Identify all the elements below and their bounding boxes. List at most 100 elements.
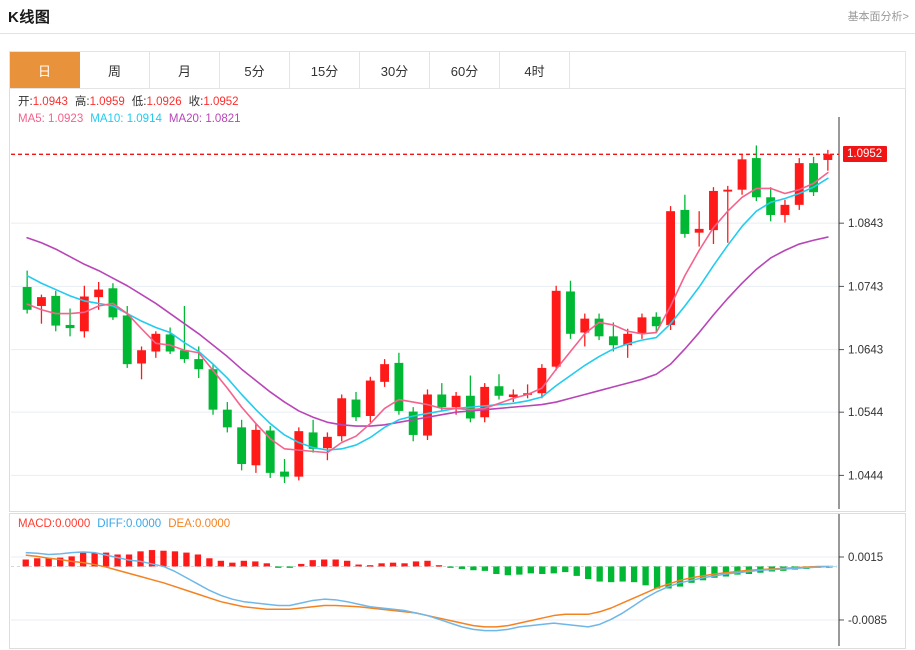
macd-histogram-bar [734, 566, 741, 575]
candlestick [380, 359, 390, 387]
macd-histogram-bar [206, 558, 213, 567]
open-label: 开: [18, 96, 33, 108]
macd-histogram-bar [493, 566, 500, 574]
macd-histogram-bar [355, 564, 362, 567]
diff-value: 0.0000 [126, 518, 162, 530]
period-tab-bar: 日 周 月 5分 15分 30分 60分 4时 [9, 51, 906, 89]
ma20-value: 1.0821 [205, 113, 241, 125]
price-axis-tick: 1.0843 [848, 218, 883, 230]
period-tab-6[interactable]: 60分 [430, 52, 500, 88]
macd-chart-panel: MACD:0.0000 DIFF:0.0000 DEA:0.0000 0.0015-… [9, 513, 906, 649]
macd-histogram-bar [217, 560, 225, 567]
macd-histogram-bar [332, 559, 339, 567]
candlestick [580, 313, 590, 347]
fundamental-analysis-link[interactable]: 基本面分析> [847, 11, 909, 23]
macd-plot-svg[interactable]: 0.0015 -0.0085 [10, 514, 905, 648]
macd-histogram-bar [722, 566, 730, 577]
period-tab-4[interactable]: 15分 [290, 52, 360, 88]
macd-histogram-bar [137, 551, 144, 567]
period-tab-label: 日 [37, 63, 51, 79]
candlestick [709, 187, 718, 245]
macd-histogram-bar [102, 552, 110, 567]
macd-histogram-bar [263, 563, 270, 567]
period-tab-5[interactable]: 30分 [360, 52, 430, 88]
macd-histogram-bar [470, 566, 477, 571]
macd-histogram-bar [79, 552, 87, 567]
candlestick [222, 402, 232, 433]
ma-row: MA5: 1.0923 MA10: 1.0914 MA20: 1.0821 [18, 111, 241, 128]
candlestick [151, 331, 161, 358]
ma10-value: 1.0914 [126, 113, 162, 125]
candlestick [823, 149, 833, 171]
macd-axis-tick: 0.0015 [848, 552, 883, 564]
candlestick [351, 391, 361, 422]
macd-histogram-bar [34, 558, 41, 567]
macd-histogram-bar [619, 566, 626, 582]
macd-histogram-bar [229, 562, 236, 567]
ma10-line [26, 177, 829, 451]
candlestick [437, 383, 447, 411]
macd-histogram-bar [562, 566, 569, 573]
period-tab-3[interactable]: 5分 [220, 52, 290, 88]
period-tab-1[interactable]: 周 [80, 52, 150, 88]
candlestick [780, 199, 790, 223]
period-tab-2[interactable]: 月 [150, 52, 220, 88]
price-axis-tick: 1.0544 [848, 407, 884, 419]
macd-histogram-bar [481, 566, 489, 571]
candlestick [251, 423, 261, 473]
macd-histogram-bar [298, 563, 305, 567]
candlestick [551, 285, 561, 371]
high-label: 高: [74, 96, 90, 108]
candlestick [794, 158, 804, 210]
candlestick [680, 194, 690, 238]
macd-histogram-bar [550, 566, 557, 574]
page-title: K线图 [8, 9, 51, 26]
macd-histogram-bar [343, 560, 351, 567]
macd-histogram-bar [401, 563, 408, 567]
period-tab-label: 30分 [380, 63, 409, 79]
candlestick [208, 364, 218, 415]
macd-value: 0.0000 [55, 518, 91, 530]
macd-histogram-bar [504, 566, 512, 576]
macd-axis-tick: -0.0085 [848, 615, 887, 627]
ma20-line [26, 236, 829, 427]
candlestick [465, 375, 475, 423]
macd-histogram-bar [642, 566, 649, 586]
period-tab-label: 15分 [310, 63, 339, 79]
ma5-label: MA5: [18, 113, 45, 125]
macd-histogram-bar [630, 566, 638, 583]
macd-histogram-bar [458, 566, 466, 569]
candlestick [94, 281, 104, 310]
candlestick [766, 187, 776, 222]
candlestick [608, 322, 618, 352]
period-tab-0[interactable]: 日 [10, 52, 80, 88]
macd-histogram-bar [194, 554, 202, 567]
macd-histogram-bar [171, 551, 179, 567]
candlestick [508, 389, 518, 403]
macd-histogram-bar [699, 566, 707, 581]
candlestick [480, 383, 490, 423]
page-header: K线图 基本面分析> [0, 0, 915, 34]
macd-histogram-bar [676, 566, 684, 587]
period-tab-7[interactable]: 4时 [500, 52, 570, 88]
ma5-line [26, 171, 829, 454]
macd-histogram-bar [57, 557, 64, 567]
macd-histogram-bar [711, 566, 718, 578]
macd-histogram-bar [309, 560, 316, 567]
macd-histogram-bar [160, 550, 167, 567]
macd-label: MACD: [18, 518, 56, 530]
candlestick [179, 305, 189, 363]
price-plot-svg[interactable]: 1.0843 1.0743 1.0643 1.0544 1.0444 [10, 89, 905, 511]
macd-histogram-bar [45, 558, 52, 567]
macd-histogram-bar [412, 561, 420, 567]
candlestick [122, 305, 132, 368]
macd-histogram-bar [183, 552, 190, 567]
diff-label: DIFF: [97, 518, 126, 530]
candlestick [523, 384, 533, 399]
period-tab-label: 60分 [450, 63, 479, 79]
macd-histogram-bar [516, 566, 523, 575]
tab-filler [570, 52, 905, 88]
price-axis-tick: 1.0444 [848, 470, 884, 482]
macd-histogram-bar [688, 566, 695, 583]
